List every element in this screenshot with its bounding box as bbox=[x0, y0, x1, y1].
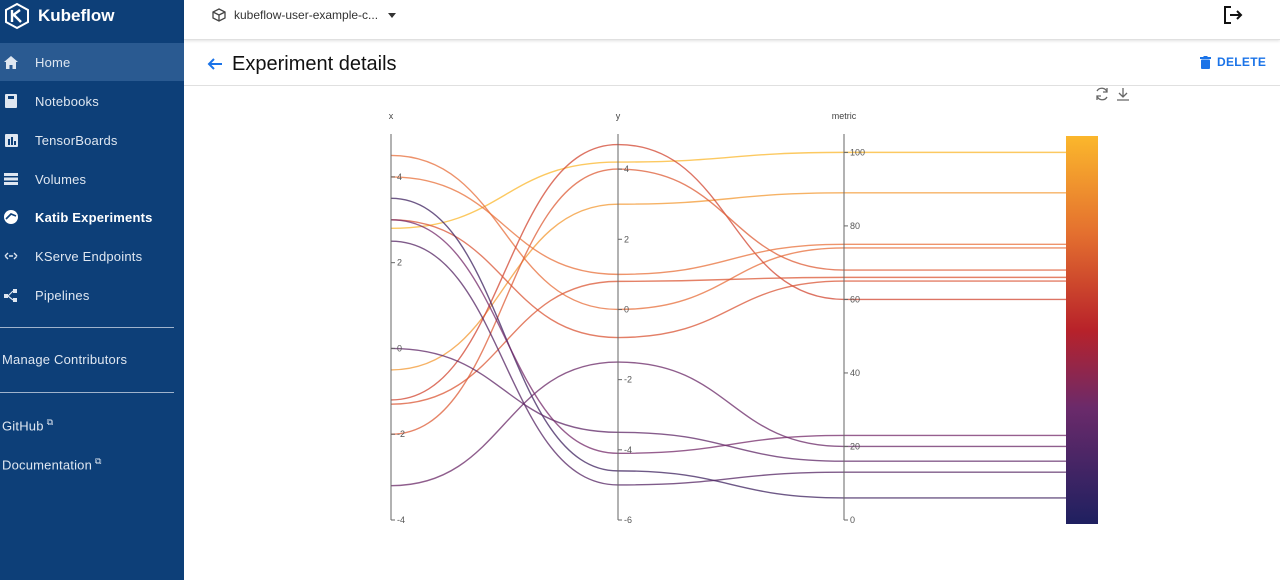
tick-label: 0 bbox=[397, 343, 402, 353]
tick-label: -2 bbox=[397, 429, 405, 439]
sidebar-item-label: Pipelines bbox=[35, 287, 90, 303]
colorbar bbox=[1066, 136, 1098, 524]
series-line[interactable] bbox=[390, 219, 1066, 339]
documentation-label: Documentation bbox=[2, 457, 93, 473]
series-line[interactable] bbox=[390, 276, 1066, 405]
tick-label: 20 bbox=[850, 441, 860, 451]
app-name: Kubeflow bbox=[38, 6, 115, 25]
home-icon bbox=[3, 54, 19, 70]
refresh-icon[interactable] bbox=[1094, 86, 1110, 102]
sidebar-divider bbox=[0, 327, 174, 328]
delete-button[interactable]: DELETE bbox=[1200, 55, 1266, 69]
volumes-icon bbox=[3, 171, 19, 187]
sidebar-item-label: Volumes bbox=[35, 171, 87, 187]
axis-label: x bbox=[389, 111, 394, 121]
download-icon[interactable] bbox=[1115, 86, 1131, 102]
sidebar-item-label: Notebooks bbox=[35, 93, 99, 109]
axis-label: y bbox=[616, 111, 621, 121]
tick-label: -4 bbox=[397, 515, 405, 525]
back-arrow-icon[interactable] bbox=[206, 55, 224, 73]
logout-icon[interactable] bbox=[1222, 4, 1244, 26]
sidebar-item-tensorboards[interactable]: TensorBoards bbox=[0, 121, 184, 159]
sidebar-item-katib[interactable]: Katib Experiments bbox=[0, 198, 184, 236]
parallel-coordinates-chart: x -4 -2 0 2 4 y -6 -4 -2 0 2 4 metric 0 20 40 60 80 100 bbox=[184, 86, 1280, 580]
sidebar: Kubeflow Home Notebooks TensorBoards Vol… bbox=[0, 0, 184, 580]
tick-label: 60 bbox=[850, 294, 860, 304]
tick-label: 4 bbox=[397, 172, 402, 182]
series-line[interactable] bbox=[390, 154, 1066, 311]
sidebar-item-label: KServe Endpoints bbox=[35, 248, 143, 264]
tick-label: 2 bbox=[624, 234, 629, 244]
page-header: Experiment details DELETE bbox=[184, 41, 1280, 86]
tick-label: 40 bbox=[850, 368, 860, 378]
series-line[interactable] bbox=[390, 168, 1066, 435]
kserve-icon bbox=[3, 248, 19, 264]
series-line[interactable] bbox=[390, 219, 1066, 455]
sidebar-item-label: Katib Experiments bbox=[35, 209, 153, 225]
series-line[interactable] bbox=[390, 347, 1066, 462]
sidebar-divider bbox=[0, 392, 174, 393]
top-bar: kubeflow-user-example-c... bbox=[184, 0, 1280, 40]
tick-label: 0 bbox=[850, 515, 855, 525]
tick-label: 80 bbox=[850, 221, 860, 231]
chevron-down-icon bbox=[388, 12, 397, 18]
tick-label: 4 bbox=[624, 164, 629, 174]
sidebar-item-kserve[interactable]: KServe Endpoints bbox=[0, 237, 184, 275]
tensorboard-icon bbox=[3, 132, 19, 148]
series-line[interactable] bbox=[390, 151, 1066, 230]
sidebar-item-label: TensorBoards bbox=[35, 132, 118, 148]
github-label: GitHub bbox=[2, 418, 44, 434]
logo[interactable]: Kubeflow bbox=[0, 0, 184, 34]
page-title: Experiment details bbox=[232, 53, 397, 75]
series-line[interactable] bbox=[390, 361, 1066, 487]
namespace-cube-icon bbox=[212, 8, 226, 22]
namespace-selector[interactable]: kubeflow-user-example-c... bbox=[212, 6, 397, 24]
trash-icon bbox=[1200, 55, 1211, 69]
sidebar-item-label: Home bbox=[35, 54, 71, 70]
katib-icon bbox=[3, 209, 19, 225]
sidebar-item-notebooks[interactable]: Notebooks bbox=[0, 82, 184, 120]
tick-label: -4 bbox=[624, 445, 632, 455]
series-line[interactable] bbox=[390, 143, 1066, 401]
namespace-label: kubeflow-user-example-c... bbox=[234, 8, 379, 22]
tick-label: 100 bbox=[850, 147, 865, 157]
tick-label: -2 bbox=[624, 375, 632, 385]
series-line[interactable] bbox=[390, 176, 1066, 276]
documentation-link[interactable]: Documentation ⧉ bbox=[2, 456, 102, 472]
sidebar-item-pipelines[interactable]: Pipelines bbox=[0, 276, 184, 314]
external-link-icon: ⧉ bbox=[46, 417, 54, 427]
sidebar-item-home[interactable]: Home bbox=[0, 43, 184, 81]
delete-label: DELETE bbox=[1217, 55, 1267, 69]
sidebar-item-volumes[interactable]: Volumes bbox=[0, 160, 184, 198]
axis-label: metric bbox=[832, 111, 857, 121]
pipelines-icon bbox=[3, 287, 19, 303]
tick-label: 2 bbox=[397, 258, 402, 268]
external-link-icon: ⧉ bbox=[95, 456, 102, 466]
series-line[interactable] bbox=[390, 197, 1066, 499]
chart-svg: x -4 -2 0 2 4 y -6 -4 -2 0 2 4 metric 0 20 40 60 80 100 bbox=[389, 111, 1098, 525]
tick-label: 0 bbox=[624, 304, 629, 314]
series-line[interactable] bbox=[390, 240, 1066, 486]
kubeflow-logo-icon bbox=[5, 2, 29, 30]
notebook-icon bbox=[3, 93, 19, 109]
github-link[interactable]: GitHub ⧉ bbox=[2, 417, 53, 433]
manage-contributors-link[interactable]: Manage Contributors bbox=[2, 352, 128, 367]
tick-label: -6 bbox=[624, 515, 632, 525]
